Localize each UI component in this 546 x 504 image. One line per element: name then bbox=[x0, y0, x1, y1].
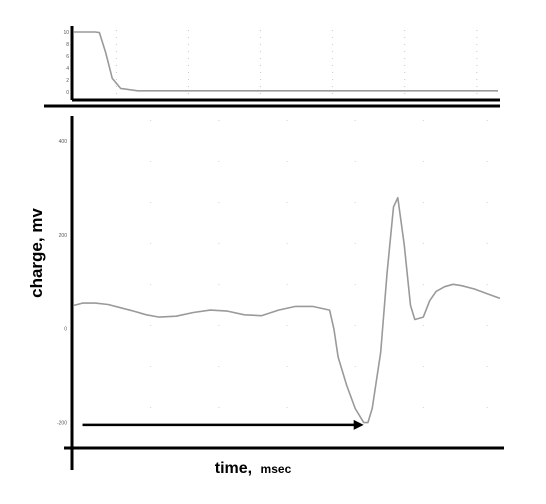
top-chart-grid bbox=[115, 30, 478, 96]
x-axis-title: time, msec bbox=[215, 460, 292, 477]
y-axis-title: charge, mv bbox=[27, 208, 46, 298]
main-y-tick-label: 400 bbox=[59, 139, 68, 145]
top-y-tick-label: 2 bbox=[66, 78, 69, 84]
main-y-tick-label: 200 bbox=[59, 233, 68, 239]
arrow-head bbox=[353, 419, 364, 430]
top-y-tick-label: 4 bbox=[66, 66, 69, 72]
top-y-tick-label: 6 bbox=[66, 54, 69, 60]
x-axis-title-main: time, bbox=[215, 460, 252, 477]
main-chart: -200 0 200 400 charge, mv time, msec bbox=[27, 116, 504, 477]
top-y-tick-label: 0 bbox=[66, 90, 69, 96]
top-y-tick-label: 10 bbox=[63, 30, 69, 36]
main-chart-grid bbox=[150, 120, 488, 444]
main-chart-annotations bbox=[82, 419, 364, 430]
top-y-tick-label: 8 bbox=[66, 42, 69, 48]
x-axis-title-unit: msec bbox=[261, 462, 292, 476]
top-series-line bbox=[74, 31, 498, 92]
main-y-tick-label: -200 bbox=[57, 420, 67, 426]
main-y-tick-label: 0 bbox=[64, 327, 67, 333]
main-chart-tick-labels: -200 0 200 400 bbox=[57, 139, 67, 426]
main-series-line bbox=[73, 196, 501, 424]
top-chart-tick-labels: 0 2 4 6 8 10 bbox=[63, 30, 69, 96]
top-chart: 0 2 4 6 8 10 bbox=[44, 26, 500, 108]
